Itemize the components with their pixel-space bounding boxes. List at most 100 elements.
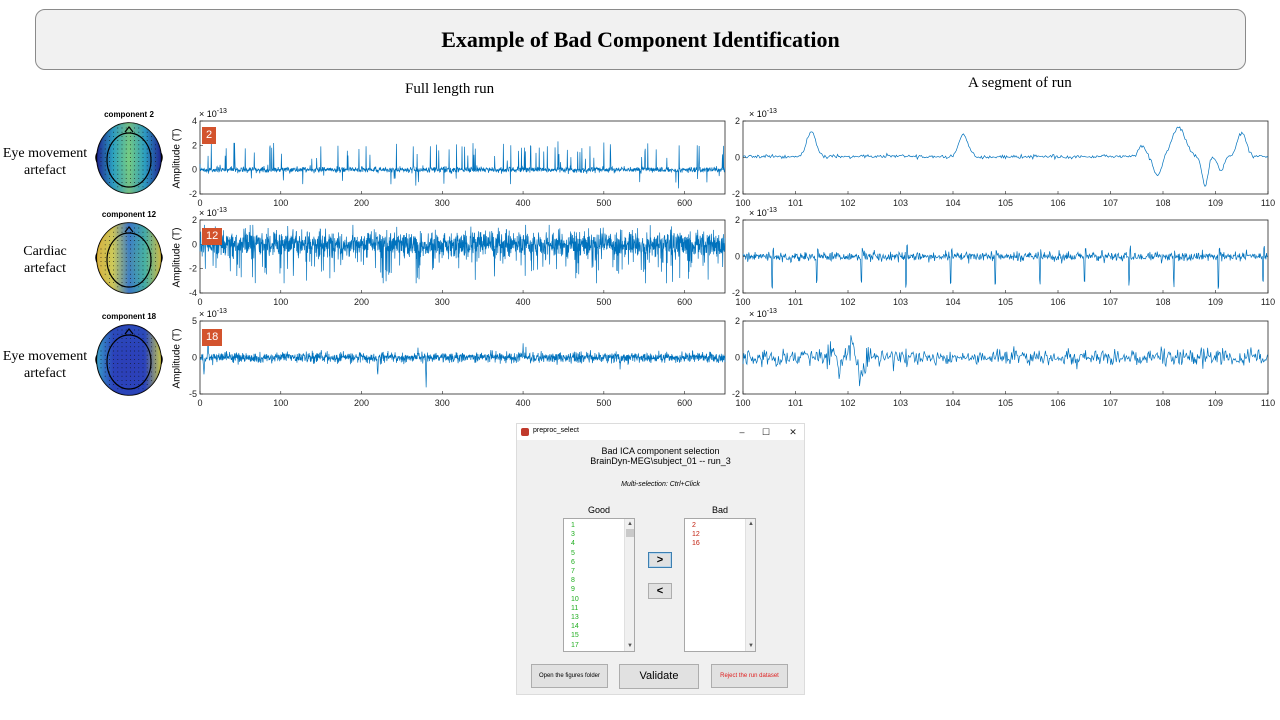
sensor-dot: [150, 235, 152, 237]
sensor-dot: [117, 329, 119, 331]
sensor-dot: [113, 269, 115, 271]
sensor-dot: [125, 240, 127, 242]
move-to-good-button[interactable]: <: [648, 583, 672, 599]
list-item[interactable]: 6: [571, 558, 575, 566]
list-item[interactable]: 5: [571, 549, 575, 557]
open-figures-folder-button[interactable]: Open the figures folder: [531, 664, 608, 688]
list-item[interactable]: 11: [571, 604, 579, 612]
list-item[interactable]: 18: [564, 650, 634, 652]
exponent-base: × 10: [199, 109, 217, 119]
list-item[interactable]: 7: [571, 568, 575, 576]
sensor-dot: [150, 244, 152, 246]
list-item[interactable]: 8: [571, 577, 575, 585]
list-item[interactable]: 15: [571, 632, 579, 640]
move-to-bad-button[interactable]: >: [648, 552, 672, 568]
sensor-dot: [129, 367, 131, 369]
good-components-listbox[interactable]: 1345678910111314151718 ▲ ▼: [563, 518, 635, 652]
maximize-icon[interactable]: ☐: [761, 427, 771, 437]
scroll-down-icon[interactable]: ▼: [627, 643, 633, 649]
sensor-dot: [150, 240, 152, 242]
sensor-dot: [121, 358, 123, 360]
sensor-dot: [134, 227, 136, 229]
sensor-dot: [142, 273, 144, 275]
list-item[interactable]: 4: [571, 540, 575, 548]
list-item[interactable]: 10: [571, 595, 579, 603]
sensor-dot: [121, 337, 123, 339]
sensor-dot: [142, 269, 144, 271]
sensor-dot: [155, 363, 157, 365]
sensor-dot: [134, 156, 136, 158]
minimize-icon[interactable]: –: [739, 427, 745, 437]
x-tick-label: 102: [840, 398, 855, 408]
sensor-dot: [138, 363, 140, 365]
x-tick-label: 400: [516, 198, 531, 208]
list-item[interactable]: 1: [571, 522, 575, 529]
list-item[interactable]: 16: [692, 540, 700, 548]
sensor-dot: [104, 169, 106, 171]
sensor-dot: [108, 148, 110, 150]
sensor-dot: [113, 282, 115, 284]
sensor-dot: [125, 156, 127, 158]
sensor-dot: [113, 354, 115, 356]
sensor-dot: [108, 350, 110, 352]
sensor-dot: [146, 182, 148, 184]
sensor-dot: [129, 375, 131, 377]
component-badge-12: 12: [202, 228, 223, 245]
sensor-dot: [146, 269, 148, 271]
sensor-dot: [155, 248, 157, 250]
scroll-down-icon[interactable]: ▼: [748, 643, 754, 649]
column-header-segment: A segment of run: [968, 75, 1072, 91]
bad-components-listbox[interactable]: 2 12 16 ▲ ▼: [684, 518, 756, 652]
sensor-dot: [134, 169, 136, 171]
list-item[interactable]: 3: [571, 531, 575, 539]
sensor-dot: [100, 156, 102, 158]
sensor-dot: [155, 165, 157, 167]
sensor-dot: [108, 273, 110, 275]
close-icon[interactable]: ✕: [789, 427, 797, 437]
sensor-dot: [129, 152, 131, 154]
scroll-up-icon[interactable]: ▲: [748, 521, 754, 527]
sensor-dot: [129, 329, 131, 331]
scroll-thumb[interactable]: [626, 529, 634, 537]
sensor-dot: [155, 152, 157, 154]
sensor-dot: [108, 363, 110, 365]
sensor-dot: [155, 169, 157, 171]
bad-list-scrollbar[interactable]: ▲ ▼: [745, 519, 755, 651]
sensor-dot: [125, 350, 127, 352]
sensor-dot: [113, 140, 115, 142]
reject-run-dataset-button[interactable]: Reject the run dataset: [711, 664, 788, 688]
sensor-dot: [108, 135, 110, 137]
sensor-dot: [129, 182, 131, 184]
sensor-dot: [108, 144, 110, 146]
list-item[interactable]: 13: [571, 614, 579, 622]
list-item[interactable]: 17: [571, 641, 579, 649]
dialog-titlebar[interactable]: preproc_select – ☐ ✕: [517, 424, 804, 440]
sensor-dot: [138, 161, 140, 163]
x-tick-label: 400: [516, 398, 531, 408]
sensor-dot: [155, 161, 157, 163]
sensor-dot: [117, 140, 119, 142]
sensor-dot: [121, 231, 123, 233]
list-item[interactable]: 9: [571, 586, 575, 594]
sensor-dot: [125, 256, 127, 258]
list-item[interactable]: 2: [692, 522, 696, 529]
sensor-dot: [117, 367, 119, 369]
list-item[interactable]: 12: [692, 531, 700, 539]
sensor-dot: [117, 282, 119, 284]
y-tick-label: -2: [732, 189, 740, 199]
sensor-dot: [146, 384, 148, 386]
sensor-dot: [129, 256, 131, 258]
sensor-dot: [100, 265, 102, 267]
good-list-scrollbar[interactable]: ▲ ▼: [624, 519, 634, 651]
row-label-line: Eye movement: [2, 146, 88, 161]
sensor-dot: [138, 350, 140, 352]
validate-button[interactable]: Validate: [619, 664, 699, 689]
topomap-component-2: [95, 122, 163, 194]
exponent-power: -13: [766, 308, 777, 315]
list-item[interactable]: 14: [571, 623, 579, 631]
sensor-dot: [117, 252, 119, 254]
sensor-dot: [155, 261, 157, 263]
sensor-dot: [108, 265, 110, 267]
scroll-up-icon[interactable]: ▲: [627, 521, 633, 527]
sensor-dot: [121, 148, 123, 150]
